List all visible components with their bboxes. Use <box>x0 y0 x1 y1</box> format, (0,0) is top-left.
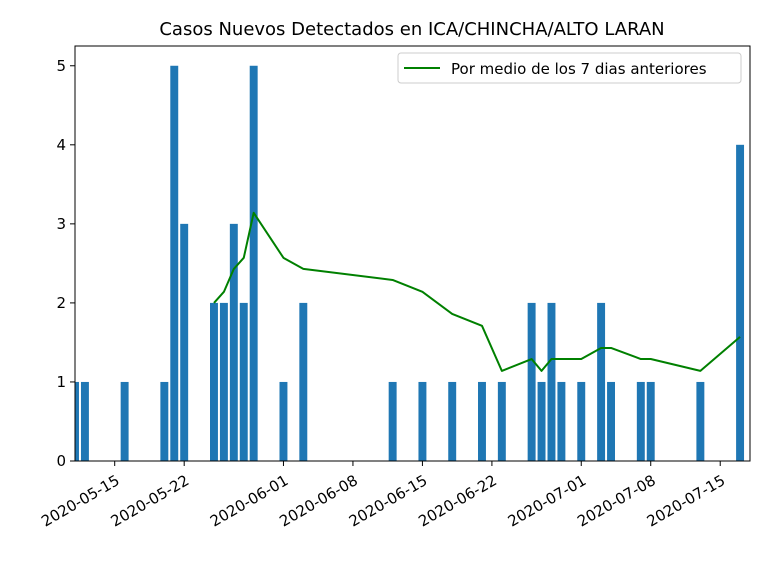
y-tick-label-3: 3 <box>56 215 66 233</box>
bar-15 <box>448 381 457 461</box>
bar-10 <box>249 65 258 461</box>
y-tick-label-5: 5 <box>56 57 66 75</box>
legend: Por medio de los 7 dias anteriores <box>397 52 742 84</box>
bar-18 <box>527 302 536 461</box>
x-tick-label-1: 2020-05-22 <box>108 471 193 530</box>
bar-0 <box>75 381 79 461</box>
bar-24 <box>607 381 615 461</box>
bar-12 <box>299 302 308 461</box>
bar-21 <box>557 381 566 461</box>
bar-8 <box>229 223 238 461</box>
bar-7 <box>219 302 228 461</box>
legend-box <box>397 52 742 84</box>
bar-19 <box>537 381 546 461</box>
x-tick-label-6: 2020-07-01 <box>505 471 590 530</box>
x-tick-label-7: 2020-07-08 <box>574 471 659 530</box>
bar-9 <box>239 302 248 461</box>
x-tick-label-4: 2020-06-15 <box>346 471 431 530</box>
bar-3 <box>160 381 169 461</box>
x-tick-label-8: 2020-07-15 <box>644 471 729 530</box>
bar-25 <box>636 381 645 461</box>
x-tick-label-2: 2020-06-01 <box>207 471 292 530</box>
chart-title: Casos Nuevos Detectados en ICA/CHINCHA/A… <box>159 19 664 40</box>
x-tick-label-3: 2020-06-08 <box>276 471 361 530</box>
bar-13 <box>388 381 397 461</box>
bar-14 <box>418 381 427 461</box>
y-tick-label-4: 4 <box>56 136 66 154</box>
bar-11 <box>279 381 288 461</box>
bar-17 <box>497 381 506 461</box>
bar-4 <box>170 65 179 461</box>
bar-27 <box>696 381 705 461</box>
y-tick-label-1: 1 <box>56 373 66 391</box>
bar-1 <box>80 381 89 461</box>
bar-5 <box>180 223 189 461</box>
y-tick-label-2: 2 <box>56 294 66 312</box>
line-layer <box>213 211 741 372</box>
bar-6 <box>210 302 218 461</box>
moving-average-line <box>213 211 741 372</box>
x-tick-label-0: 2020-05-15 <box>38 471 123 530</box>
bar-20 <box>547 302 556 461</box>
bar-16 <box>478 381 486 461</box>
bar-22 <box>577 381 586 461</box>
bar-26 <box>646 381 655 461</box>
bar-2 <box>120 381 129 461</box>
plot-frame <box>74 45 751 462</box>
y-tick-label-0: 0 <box>56 452 66 470</box>
x-tick-label-5: 2020-06-22 <box>415 471 500 530</box>
bars-layer <box>75 65 745 461</box>
bar-28 <box>736 144 745 461</box>
bar-23 <box>597 302 606 461</box>
legend-label: Por medio de los 7 dias anteriores <box>451 60 707 78</box>
y-axis: 0 1 2 3 4 5 <box>56 57 75 470</box>
